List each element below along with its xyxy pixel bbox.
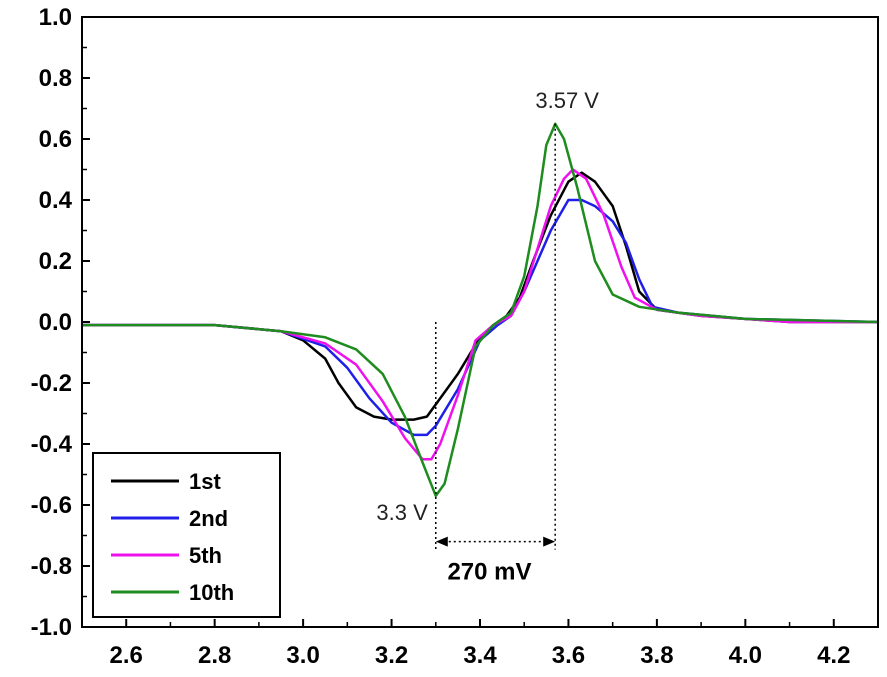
x-tick-label: 3.6: [552, 642, 585, 669]
legend-label: 1st: [189, 469, 221, 494]
separation-label: 270 mV: [447, 559, 531, 586]
legend-label: 2nd: [189, 506, 228, 531]
y-tick-label: 0.6: [39, 126, 72, 153]
x-tick-label: 2.8: [198, 642, 231, 669]
x-tick-label: 3.2: [375, 642, 408, 669]
x-tick-label: 3.8: [640, 642, 673, 669]
series-line-10th: [82, 122, 879, 498]
series-layer: [82, 122, 879, 498]
axis-ticks: 1.0 0.8 0.6 0.4 0.2 0.0 -0.2 -0.4 -0.6 -0.8 -1.0 2.…: [31, 4, 879, 669]
legend-label: 5th: [189, 543, 222, 568]
x-tick-label: 4.2: [817, 642, 850, 669]
y-tick-label: -0.4: [31, 431, 73, 458]
arrow-head-right: [543, 536, 556, 547]
x-tick-label: 3.0: [286, 642, 319, 669]
y-tick-label: -0.2: [31, 370, 72, 397]
y-tick-label: -0.6: [31, 492, 72, 519]
x-tick-label: 4.0: [729, 642, 762, 669]
peak-label-reduction: 3.3 V: [376, 500, 428, 525]
legend: 1st 2nd 5th 10th: [92, 452, 281, 618]
y-tick-label: 0.4: [39, 187, 73, 214]
x-tick-label: 3.4: [463, 642, 497, 669]
arrow-head-left: [435, 536, 448, 547]
x-tick-label: 2.6: [110, 642, 143, 669]
series-line-5th: [82, 168, 878, 461]
y-tick-label: 1.0: [39, 4, 72, 31]
annotation-layer: 3.57 V 3.3 V 270 mV: [376, 88, 599, 586]
y-tick-label: -1.0: [31, 614, 72, 641]
y-tick-label: 0.8: [39, 65, 72, 92]
y-tick-label: -0.8: [31, 553, 72, 580]
plot-frame: [81, 16, 879, 628]
peak-label-oxidation: 3.57 V: [535, 88, 599, 113]
y-tick-label: 0.2: [39, 248, 72, 275]
legend-label: 10th: [189, 580, 234, 605]
y-tick-label: 0.0: [39, 309, 72, 336]
